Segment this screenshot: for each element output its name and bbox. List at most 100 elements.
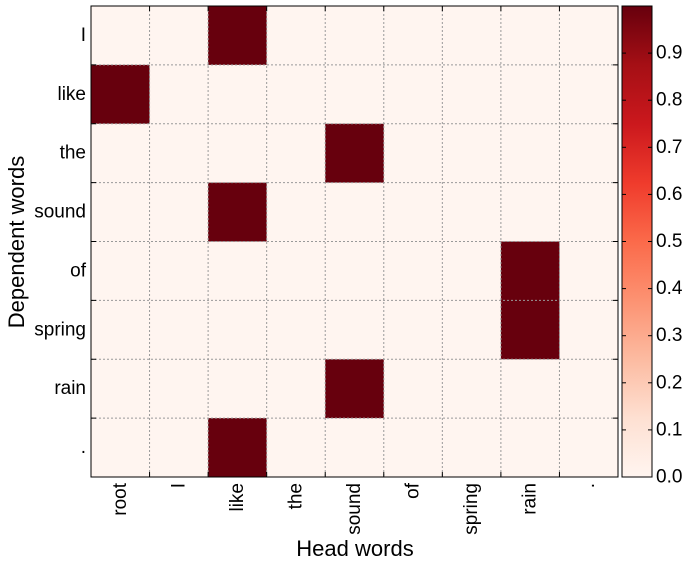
heatmap-cell <box>559 182 619 242</box>
y-tick-label: I <box>81 25 86 46</box>
heatmap-cell <box>383 182 443 242</box>
heatmap-cell <box>208 300 268 360</box>
heatmap-cell <box>266 182 326 242</box>
y-tick-label: the <box>60 143 86 164</box>
y-tick-label: sound <box>34 202 86 223</box>
heatmap-cell <box>442 241 502 301</box>
x-tick-label: root <box>110 482 131 515</box>
heatmap-cells <box>91 6 619 478</box>
heatmap-cell <box>266 300 326 360</box>
x-tick-label: . <box>578 483 599 488</box>
heatmap-cell <box>500 418 560 478</box>
heatmap-cell <box>149 64 209 125</box>
heatmap-cell <box>149 241 209 301</box>
heatmap-cell <box>559 6 619 66</box>
heatmap-cell <box>383 6 443 66</box>
x-tick-label: I <box>168 483 189 488</box>
heatmap-cell <box>500 123 560 184</box>
grid-lines <box>91 6 618 477</box>
heatmap-cell <box>149 182 209 242</box>
heatmap-cell <box>500 64 560 125</box>
x-axis-title: Head words <box>296 536 413 561</box>
heatmap-cell <box>208 418 268 478</box>
x-tick-label: rain <box>520 483 541 515</box>
colorbar-tick-label: 0.0 <box>656 467 682 488</box>
y-tick-label: spring <box>34 319 86 340</box>
heatmap-cell <box>266 241 326 301</box>
heatmap-cell <box>266 359 326 419</box>
y-tick-label: of <box>70 260 87 281</box>
heatmap-cell <box>559 123 619 184</box>
heatmap-cell <box>149 123 209 184</box>
heatmap-cell <box>442 123 502 184</box>
x-tick-label: like <box>227 483 248 512</box>
heatmap-cell <box>325 6 385 66</box>
heatmap-cell <box>383 418 443 478</box>
heatmap-cell <box>149 359 209 419</box>
y-axis-title: Dependent words <box>4 156 29 328</box>
heatmap-cell <box>383 359 443 419</box>
colorbar-tick-label: 0.1 <box>656 419 682 440</box>
colorbar-tick-label: 0.6 <box>656 184 682 205</box>
heatmap-cell <box>559 418 619 478</box>
heatmap-cell <box>91 6 151 66</box>
heatmap-cell <box>208 182 268 242</box>
heatmap-cell <box>208 241 268 301</box>
heatmap-cell <box>383 241 443 301</box>
heatmap-cell <box>500 6 560 66</box>
heatmap-cell <box>500 182 560 242</box>
heatmap-cell <box>208 123 268 184</box>
heatmap-cell <box>266 6 326 66</box>
heatmap-cell <box>208 64 268 125</box>
heatmap-cell <box>442 182 502 242</box>
heatmap-cell <box>149 6 209 66</box>
heatmap-cell <box>442 300 502 360</box>
heatmap-cell <box>91 64 151 125</box>
heatmap-cell <box>442 359 502 419</box>
x-tick-label: of <box>403 482 424 499</box>
heatmap-cell <box>91 123 151 184</box>
heatmap-cell <box>500 359 560 419</box>
heatmap-cell <box>559 64 619 125</box>
heatmap-cell <box>325 182 385 242</box>
colorbar-ticks: 0.0 0.1 0.2 0.3 0.4 0.5 0.6 0.7 0.8 0.9 <box>622 43 683 488</box>
y-tick-label: . <box>81 437 86 458</box>
colorbar-tick-label: 0.2 <box>656 372 682 393</box>
heatmap-cell <box>325 241 385 301</box>
heatmap-cell <box>325 300 385 360</box>
heatmap-cell <box>91 182 151 242</box>
heatmap-cell <box>91 418 151 478</box>
heatmap-cell <box>325 418 385 478</box>
heatmap-cell <box>266 64 326 125</box>
heatmap-cell <box>91 300 151 360</box>
heatmap-cell <box>500 300 560 360</box>
heatmap-cell <box>442 64 502 125</box>
heatmap-cell <box>559 359 619 419</box>
heatmap-cell <box>442 6 502 66</box>
colorbar-tick-label: 0.3 <box>656 325 682 346</box>
heatmap-cell <box>266 418 326 478</box>
colorbar-tick-label: 0.9 <box>656 43 682 64</box>
colorbar-tick-label: 0.4 <box>656 278 683 299</box>
tick-marks <box>90 5 619 478</box>
colorbar-gradient <box>621 5 653 478</box>
heatmap-cell <box>149 300 209 360</box>
heatmap-cell <box>500 241 560 301</box>
x-tick-label: sound <box>344 483 365 535</box>
heatmap-cell <box>325 64 385 125</box>
heatmap-cell <box>383 123 443 184</box>
heatmap-cell <box>559 241 619 301</box>
x-tick-label: the <box>285 483 306 509</box>
y-tick-label: like <box>57 84 86 105</box>
heatmap-cell <box>325 359 385 419</box>
heatmap-cell <box>149 418 209 478</box>
heatmap-cell <box>383 64 443 125</box>
heatmap-cell <box>91 241 151 301</box>
colorbar-tick-label: 0.5 <box>656 231 682 252</box>
colorbar-tick-label: 0.8 <box>656 90 682 111</box>
colorbar-tick-label: 0.7 <box>656 137 682 158</box>
colorbar: 0.0 0.1 0.2 0.3 0.4 0.5 0.6 0.7 0.8 0.9 <box>621 5 683 488</box>
